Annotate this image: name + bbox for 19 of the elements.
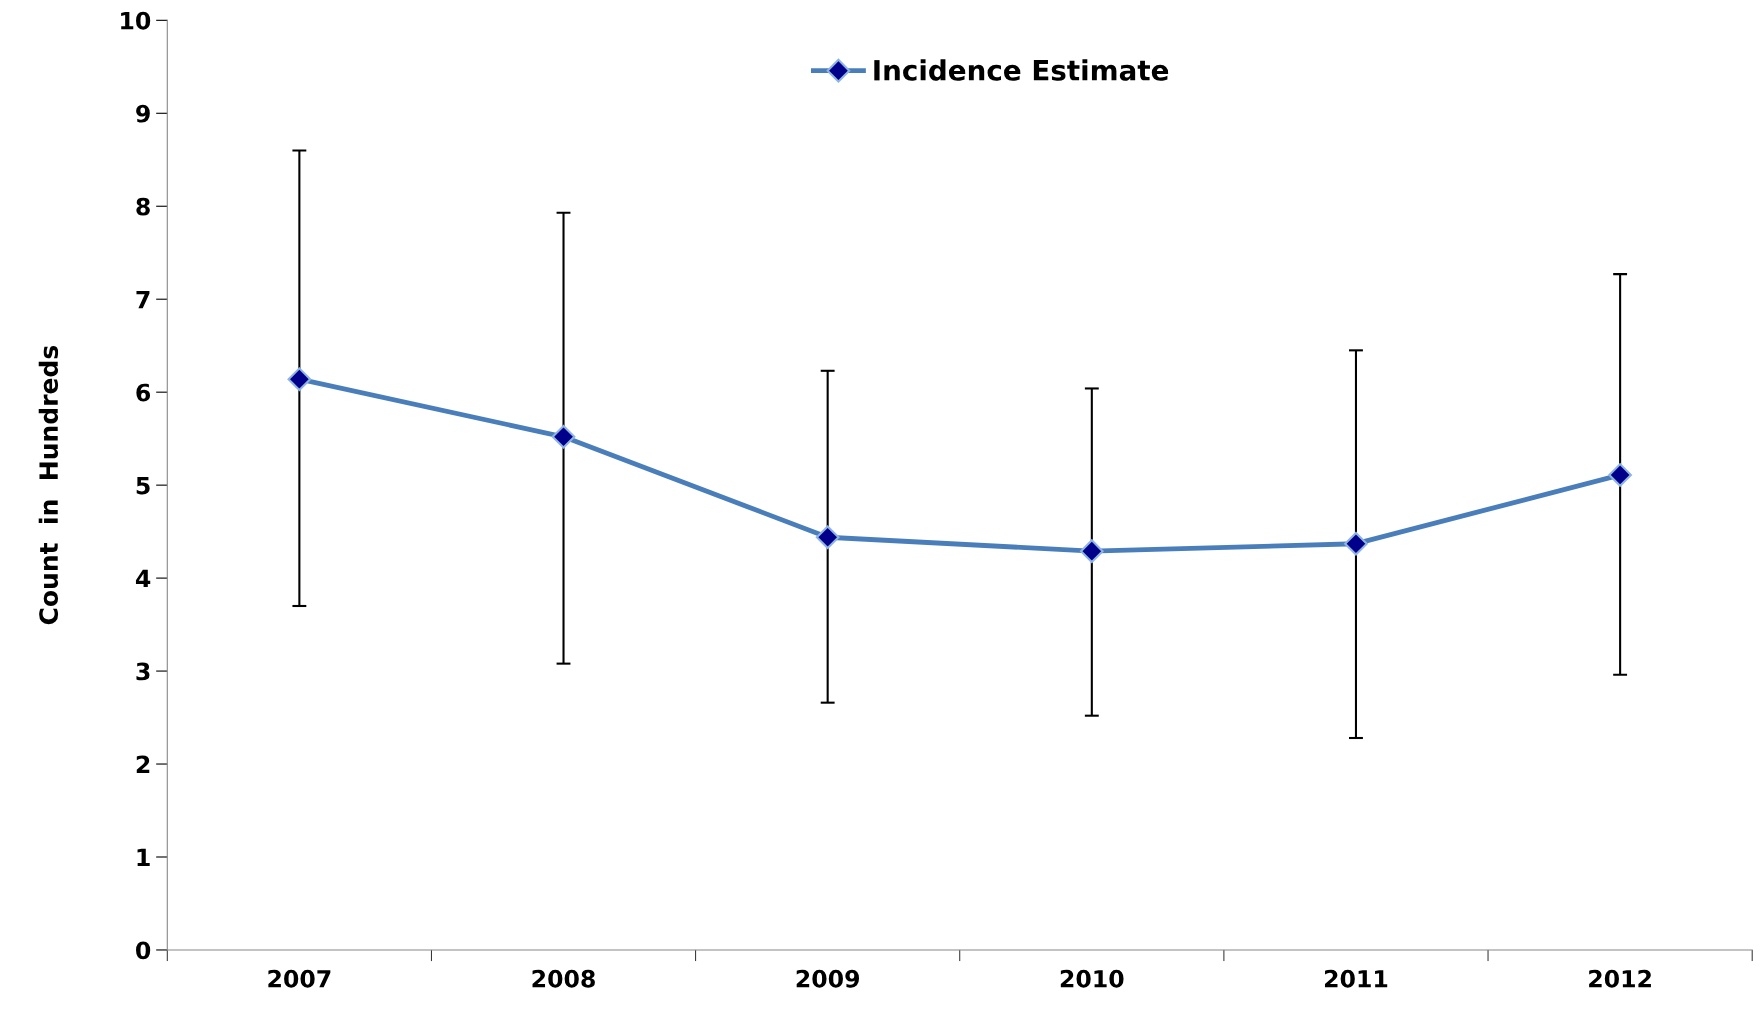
y-tick-label: 5 — [136, 476, 150, 495]
x-tick-label: 2012 — [1589, 969, 1651, 988]
y-tick-label: 0 — [136, 941, 151, 960]
legend-label: Incidence Estimate — [874, 59, 1169, 81]
y-tick-label: 8 — [136, 197, 150, 216]
y-tick-label: 3 — [136, 662, 150, 681]
x-tick-label: 2007 — [268, 969, 331, 988]
y-tick-label: 1 — [137, 848, 150, 866]
y-tick-label: 9 — [136, 104, 150, 123]
x-tick-label: 2009 — [796, 969, 860, 988]
y-tick-label: 7 — [136, 290, 150, 309]
x-tick-label: 2008 — [532, 969, 595, 988]
y-tick-label: 4 — [135, 569, 151, 588]
y-tick-label: 10 — [121, 11, 151, 30]
y-axis-title: Count in Hundreds — [38, 345, 59, 625]
y-tick-label: 2 — [136, 755, 150, 773]
x-tick-label: 2011 — [1324, 969, 1388, 988]
y-tick-label: 6 — [136, 383, 151, 402]
x-tick-label: 2010 — [1060, 969, 1124, 988]
